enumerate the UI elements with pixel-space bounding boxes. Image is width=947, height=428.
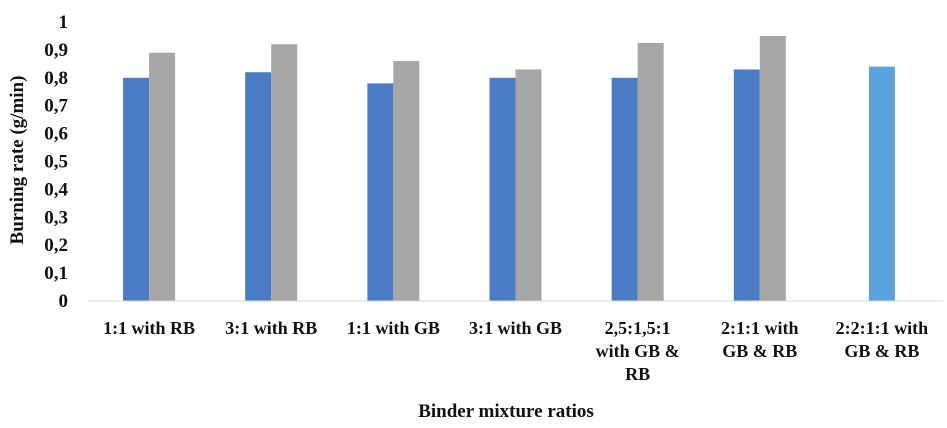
- y-tick-label: 0,1: [44, 263, 68, 284]
- bar-series-2: [637, 42, 664, 302]
- bar-series-2: [393, 61, 420, 302]
- bar-series-2: [271, 44, 298, 301]
- x-category-label: 1:1 with GB: [347, 318, 440, 338]
- y-tick-label: 0,2: [44, 235, 68, 256]
- y-tick-label: 0,3: [44, 207, 68, 228]
- x-category-label-line: 3:1 with GB: [469, 318, 562, 338]
- bar-series-2: [149, 52, 176, 301]
- bar-series-1: [611, 77, 638, 301]
- x-category-label: 2,5:1,5:1 with GB & RB: [596, 318, 680, 384]
- bar-series-2: [515, 69, 542, 302]
- bar-series-1: [123, 77, 150, 301]
- y-tick-label: 0,7: [44, 96, 68, 117]
- x-axis-title: Binder mixture ratios: [418, 401, 594, 422]
- y-tick-label: 0: [59, 291, 69, 312]
- bar-series-1: [733, 69, 760, 302]
- x-category-label-line: 2,5:1,5:1: [605, 318, 671, 338]
- y-tick-label: 0,5: [44, 152, 68, 173]
- y-tick-label: 1: [59, 12, 69, 33]
- x-category-label-line: 2:2:1:1 with: [836, 318, 929, 338]
- x-category-label-line: RB: [625, 364, 650, 384]
- x-category-label-line: GB & RB: [844, 341, 919, 361]
- bar-series-1: [245, 72, 272, 301]
- x-category-label: 2:2:1:1 with GB & RB: [836, 318, 929, 361]
- x-category-label-line: 1:1 with GB: [347, 318, 440, 338]
- bar-series-2: [759, 35, 786, 301]
- x-category-label: 3:1 with GB: [469, 318, 562, 338]
- bar-series-3: [868, 66, 895, 301]
- bar-series-1: [489, 77, 516, 301]
- x-category-label-line: with GB &: [596, 341, 680, 361]
- x-category-label-line: 1:1 with RB: [103, 318, 195, 338]
- y-axis-title: Burning rate (g/min): [7, 76, 28, 245]
- x-category-label: 3:1 with RB: [225, 318, 317, 338]
- bar-series-1: [367, 83, 394, 301]
- x-category-label-line: 3:1 with RB: [225, 318, 317, 338]
- x-axis-categories: 1:1 with RB 3:1 with RB 1:1 with GB 3:1 wit…: [103, 318, 928, 384]
- y-tick-label: 0,4: [44, 179, 68, 200]
- y-tick-label: 0,9: [44, 40, 68, 61]
- x-category-label-line: GB & RB: [722, 341, 797, 361]
- x-category-label: 1:1 with RB: [103, 318, 195, 338]
- y-tick-label: 0,8: [44, 68, 68, 89]
- y-tick-label: 0,6: [44, 124, 68, 145]
- x-category-label: 2:1:1 with GB & RB: [721, 318, 799, 361]
- y-axis-ticks: 0 0,1 0,2 0,3 0,4 0,5 0,6 0,7 0,8 0,9 1: [44, 12, 68, 312]
- x-category-label-line: 2:1:1 with: [721, 318, 799, 338]
- bars: [123, 35, 895, 302]
